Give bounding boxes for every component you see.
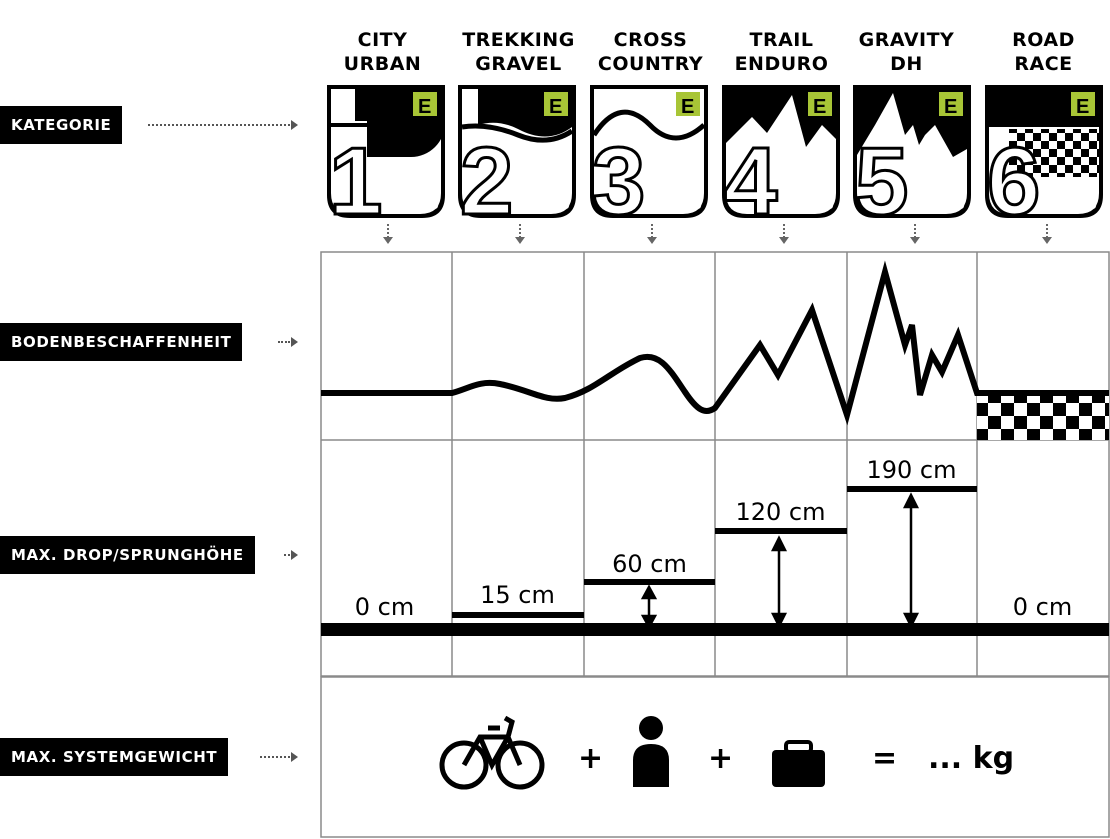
connector-arrow [910,237,920,244]
bicycle-icon [439,715,545,790]
connector-arrow [291,337,298,347]
category-number: 2 [460,128,513,218]
column-title-trekking-gravel: TREKKING GRAVEL [453,28,584,76]
system-weight-result: ... kg [928,741,1015,776]
category-weight: ... kg [800,193,834,210]
column-title-road-race: ROAD RACE [978,28,1109,76]
e-badge-letter: E [549,96,562,118]
category-weight: ... kg [1063,193,1097,210]
drop-platform-60cm [584,579,715,585]
drop-value-city: 0 cm [354,593,415,621]
category-number: 4 [724,128,777,218]
column-title-line1: GRAVITY [858,29,955,51]
dotted-connector [284,554,290,556]
category-5-icon: 5 E ... kg [853,85,971,218]
column-title-line2: COUNTRY [597,53,704,75]
drop-platform-190cm [847,486,977,492]
connector-arrow [515,237,525,244]
plus-sign: + [708,741,734,776]
row-label-max-systemgewicht: MAX. SYSTEMGEWICHT [0,738,229,776]
drop-value-trail: 120 cm [735,498,826,526]
e-badge-letter: E [944,96,957,118]
dotted-connector [148,124,290,126]
road-checkered-surface [977,396,1109,440]
column-title-gravity-dh: GRAVITY DH [841,28,972,76]
drop-platform-15cm [452,612,584,618]
dotted-connector [519,224,521,238]
category-weight: ... kg [931,193,965,210]
dotted-connector [783,224,785,238]
dotted-connector [651,224,653,238]
height-arrows [640,492,920,630]
column-title-city-urban: CITY URBAN [317,28,448,76]
column-title-line2: RACE [1014,53,1073,75]
category-6-icon: 6 E ... kg [985,85,1103,218]
drop-value-gravity: 190 cm [866,456,957,484]
dotted-connector [387,224,389,238]
column-title-line2: ENDURO [734,53,829,75]
drop-value-cross-country: 60 cm [612,550,687,578]
equals-sign: = [872,741,898,776]
grid-lines [320,251,1110,838]
luggage-icon [772,740,825,787]
category-3-icon: 3 E ... kg [590,85,708,218]
connector-arrow [647,237,657,244]
drop-value-trekking: 15 cm [480,581,555,609]
connector-arrow [291,752,298,762]
category-number: 3 [592,128,645,218]
category-number: 5 [855,128,908,218]
drop-value-road: 0 cm [1012,593,1073,621]
plus-sign: + [578,741,604,776]
e-badge-letter: E [1076,96,1089,118]
dotted-connector [278,341,290,343]
connector-arrow [1042,237,1052,244]
category-weight: ... kg [536,193,570,210]
e-badge-letter: E [418,96,431,118]
column-title-line1: CITY [357,29,408,51]
drop-platform-120cm [715,528,847,534]
column-title-line1: CROSS [613,29,688,51]
category-weight: ... kg [668,193,702,210]
category-weight: ... kg [405,193,439,210]
category-2-icon: 2 E ... kg [458,85,576,218]
column-title-line1: ROAD [1012,29,1075,51]
connector-arrow [291,120,298,130]
dotted-connector [260,756,290,758]
e-badge-letter: E [681,96,694,118]
terrain-profile [321,260,1109,426]
category-1-icon: 1 E ... kg [327,85,445,218]
person-icon [633,716,669,787]
category-4-icon: 4 E ... kg [722,85,840,218]
connector-arrow [383,237,393,244]
connector-arrow [291,550,298,560]
e-badge-letter: E [813,96,826,118]
column-title-cross-country: CROSS COUNTRY [585,28,716,76]
row-label-max-drop: MAX. DROP/SPRUNGHÖHE [0,536,255,574]
column-title-line2: URBAN [343,53,422,75]
column-title-line2: GRAVEL [475,53,562,75]
column-title-line2: DH [890,53,923,75]
dotted-connector [914,224,916,238]
column-title-line1: TREKKING [462,29,575,51]
dotted-connector [1046,224,1048,238]
column-title-line1: TRAIL [749,29,814,51]
column-title-trail-enduro: TRAIL ENDURO [716,28,847,76]
category-number: 1 [329,128,382,218]
row-label-kategorie: KATEGORIE [0,106,123,144]
connector-arrow [779,237,789,244]
row-label-bodenbeschaffenheit: BODENBESCHAFFENHEIT [0,323,243,361]
category-number: 6 [987,128,1040,218]
